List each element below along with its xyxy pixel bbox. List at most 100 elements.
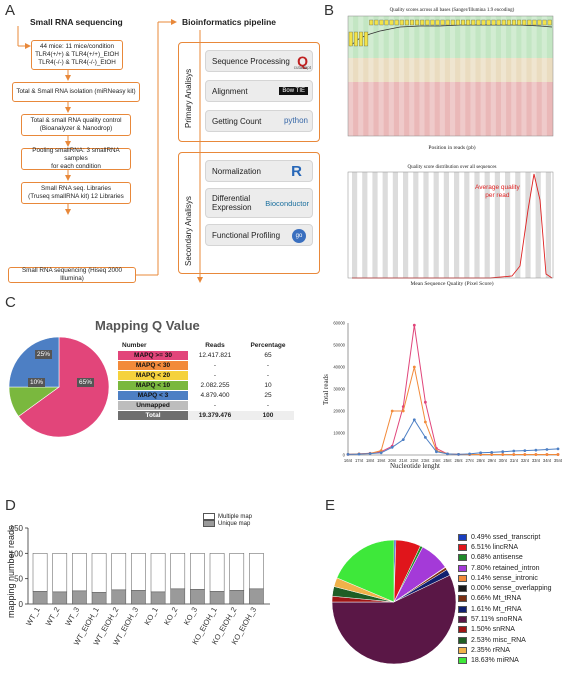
quality-stripe <box>399 16 405 136</box>
quality-box <box>461 19 465 26</box>
distribution-stripe <box>423 172 429 278</box>
length-series-point <box>468 452 471 456</box>
mapq-row-percentage: 10 <box>264 382 272 389</box>
quality-box <box>512 19 516 26</box>
bar-segment <box>111 589 127 605</box>
bowtie-logo: Bow TIE <box>279 87 308 95</box>
quality-box <box>501 19 506 26</box>
length-x-tick: 26nt <box>454 458 463 463</box>
length-series-point <box>412 418 416 422</box>
quality-box <box>394 19 399 26</box>
bar-segment <box>229 553 245 591</box>
quality-stripe <box>419 16 425 136</box>
length-x-tick: 19nt <box>377 458 386 463</box>
quality-box <box>471 19 476 26</box>
quality-scores-plot <box>347 15 554 137</box>
flow-box-libraries: Small RNA seq. Libraries (Truseq smallRN… <box>21 182 131 204</box>
length-y-tick: 40000 <box>333 365 345 370</box>
biotype-legend-label: 7.80% retained_intron <box>471 564 540 572</box>
length-series-point <box>523 449 527 452</box>
biotype-legend-swatch <box>458 554 467 562</box>
distribution-stripe <box>382 172 388 278</box>
length-x-tick: 34nt <box>543 458 552 463</box>
quality-box <box>481 19 486 26</box>
length-y-tick: 60000 <box>333 321 345 326</box>
flow-box-qc: Total & small RNA quality control (Bioan… <box>21 114 131 136</box>
length-series-point <box>401 409 405 413</box>
quality-box <box>404 19 409 26</box>
mapping-q-pie <box>8 336 110 438</box>
bar-legend-swatch-multiple <box>203 513 215 520</box>
length-series-point <box>390 445 394 449</box>
length-x-tick: 33nt <box>532 458 541 463</box>
mapq-row-percentage: - <box>266 362 270 369</box>
mapq-row: MAPQ < 3 4.879.400 25 <box>118 391 294 400</box>
distribution-stripe <box>525 172 531 278</box>
quality-box <box>527 19 532 26</box>
mapq-row-reads: 12.417.821 <box>198 352 232 359</box>
biotype-legend-item: 0.49% ssed_transcript <box>458 532 552 542</box>
step-differential-expression: Differential Expression Bioconductor <box>205 188 313 218</box>
panel-label-a: A <box>5 2 16 19</box>
bar-y-tick: 50 <box>14 575 23 584</box>
mapq-row-label: Total <box>118 411 188 420</box>
distribution-stripe <box>515 172 521 278</box>
bar-segment <box>111 553 127 591</box>
quality-stripe <box>429 16 435 136</box>
bar-segment <box>150 553 166 593</box>
length-series-point <box>368 452 372 456</box>
quality-box <box>496 19 501 26</box>
biotype-legend-label: 0.00% sense_overlapping <box>471 585 552 593</box>
biotype-legend-label: 2.35% rRNA <box>471 646 510 654</box>
length-series-point <box>501 453 505 456</box>
mapq-row-percentage: 100 <box>242 411 294 420</box>
step-getting-count: Getting Count python <box>205 110 313 132</box>
length-x-tick: 27nt <box>466 458 475 463</box>
biotype-legend-item: 1.61% Mt_rRNA <box>458 604 552 614</box>
length-x-tick: 35nt <box>554 458 562 463</box>
quality-box <box>379 19 384 26</box>
flow-box-mice: 44 mice: 11 mice/condition TLR4(+/+) & T… <box>31 40 123 70</box>
mapq-row-label: MAPQ < 3 <box>118 391 188 400</box>
biotype-legend-label: 0.68% antisense <box>471 554 523 562</box>
distribution-stripe <box>494 172 500 278</box>
step-functional-profiling-label: Functional Profiling <box>212 230 281 240</box>
flow-box-pooling-text: Pooling smallRNA: 3 smallRNA samples for… <box>32 147 120 170</box>
length-x-tick: 24nt <box>432 458 441 463</box>
distribution-stripe <box>372 172 378 278</box>
length-series-point <box>479 451 483 455</box>
length-series-point <box>423 400 427 404</box>
python-logo: python <box>283 116 308 125</box>
quality-box <box>369 19 374 26</box>
mapq-row-label: MAPQ < 20 <box>118 371 188 380</box>
step-sequence-processing-label: Sequence Processing <box>212 56 290 66</box>
quality-box <box>476 19 481 26</box>
biotype-legend-swatch <box>458 657 467 665</box>
pie-label-10: 10% <box>28 378 46 387</box>
quality-box <box>517 19 522 26</box>
quality-stripe <box>470 16 476 136</box>
quality-zone-poor <box>348 82 553 136</box>
length-x-tick: 16nt <box>344 458 353 463</box>
biotype-legend-item: 2.35% rRNA <box>458 645 552 655</box>
quality-box <box>430 19 435 26</box>
biotype-legend-label: 0.14% sense_intronic <box>471 574 538 582</box>
biotype-legend-item: 57.11% snoRNA <box>458 614 552 624</box>
biotype-legend-label: 57.11% snoRNA <box>471 616 523 624</box>
mapq-row-label: MAPQ < 30 <box>118 361 188 370</box>
quality-boxes <box>348 19 552 47</box>
length-series-point <box>490 453 494 456</box>
header-number: Number <box>122 342 147 349</box>
biotype-pie <box>331 539 457 665</box>
length-series-point <box>512 453 516 456</box>
panel-label-e: E <box>325 497 336 514</box>
length-series-line <box>347 366 558 456</box>
length-y-tick: 10000 <box>333 431 345 436</box>
bar-segment <box>249 553 264 590</box>
quality-box <box>435 19 440 26</box>
bar-segment <box>72 553 87 592</box>
length-y-tick: 50000 <box>333 343 345 348</box>
length-x-tick: 21nt <box>399 458 408 463</box>
quality-box <box>384 19 389 26</box>
